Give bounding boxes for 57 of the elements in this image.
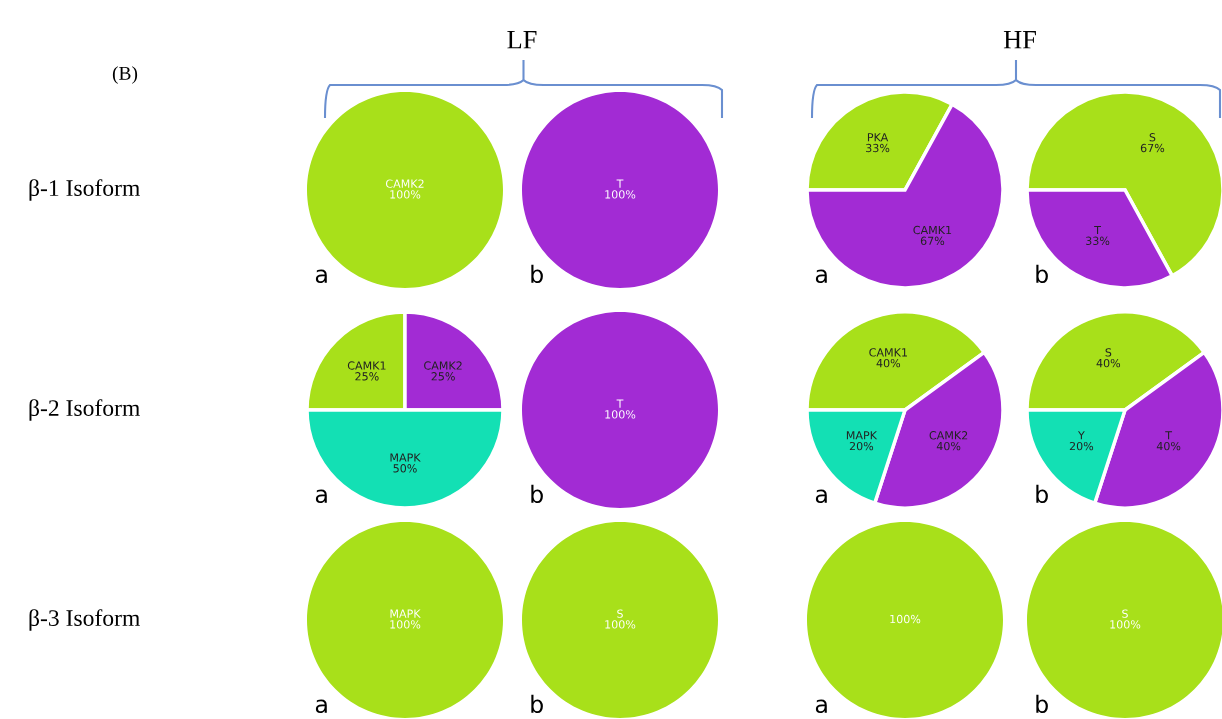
text: (B): [112, 66, 138, 84]
text: β-2 Isoform: [29, 399, 140, 421]
data-label: 67%: [920, 236, 945, 245]
text: b: [531, 484, 543, 504]
data-label: 40%: [936, 441, 961, 451]
slice-label: CAMK1: [913, 225, 952, 235]
data-label: 67%: [1140, 143, 1165, 153]
data-label: 40%: [876, 358, 901, 368]
text: a: [315, 699, 327, 714]
data-label: 100%: [390, 620, 421, 629]
text: b: [1036, 264, 1048, 284]
text: β-3 Isoform: [29, 609, 140, 631]
slice-label: MAPK: [390, 453, 421, 462]
slice-label: T: [616, 179, 624, 188]
text: b: [531, 694, 543, 714]
data-label: 20%: [849, 441, 874, 451]
data-label: 100%: [605, 620, 636, 629]
slice-label: S: [1122, 609, 1128, 618]
data-label: 25%: [355, 372, 379, 381]
slice-label: T: [1094, 225, 1101, 235]
text: a: [315, 489, 327, 504]
data-label: 20%: [1069, 441, 1094, 451]
data-label: 100%: [605, 190, 636, 199]
slice-label: PKA: [867, 133, 889, 142]
data-label: 40%: [1156, 441, 1181, 451]
text: a: [815, 269, 827, 284]
data-label: 100%: [890, 614, 921, 624]
slice-label: T: [616, 399, 624, 408]
data-label: 25%: [431, 372, 455, 381]
data-label: 100%: [605, 410, 636, 419]
slice-label: MAPK: [846, 431, 878, 440]
slice-label: CAMK1: [869, 348, 907, 357]
slice-label: S: [1149, 133, 1156, 142]
text: β-1 Isoform: [29, 179, 140, 201]
slice-label: CAMK2: [929, 431, 968, 440]
slice-label: S: [617, 609, 623, 618]
data-label: 40%: [1096, 358, 1121, 368]
slice-label: S: [1105, 348, 1112, 357]
slice-label: CAMK2: [424, 361, 462, 370]
text: LF: [507, 31, 537, 49]
slice-label: T: [1165, 431, 1173, 440]
text: HF: [1003, 31, 1036, 49]
data-label: 100%: [1110, 620, 1141, 629]
slice-label: Y: [1077, 431, 1085, 440]
text: b: [1036, 484, 1048, 504]
data-label: 33%: [1086, 236, 1110, 245]
data-label: 50%: [393, 464, 417, 473]
slice-label: CAMK1: [347, 361, 386, 370]
slice-label: MAPK: [390, 609, 421, 618]
text: b: [1036, 694, 1048, 714]
data-label: 33%: [866, 143, 890, 153]
text: b: [531, 264, 543, 284]
slice-label: CAMK2: [385, 179, 424, 188]
text: a: [315, 269, 327, 284]
text: a: [815, 699, 827, 714]
data-label: 100%: [390, 190, 421, 199]
text: a: [815, 489, 827, 504]
